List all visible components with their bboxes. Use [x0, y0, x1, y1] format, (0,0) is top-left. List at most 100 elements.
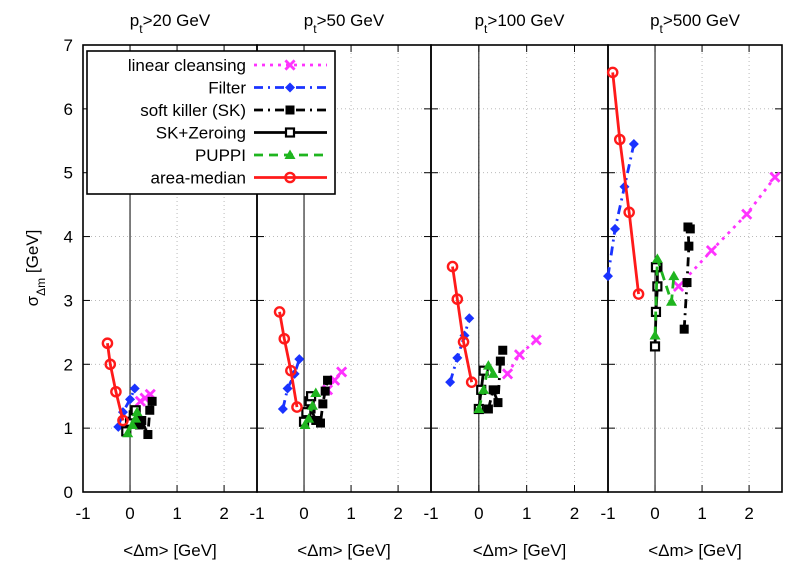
series-linear-cleansing: [672, 171, 781, 292]
data-point: [482, 360, 494, 370]
x-axis-label: <Δm> [GeV]: [297, 541, 391, 560]
x-axis-label: <Δm> [GeV]: [648, 541, 742, 560]
x-tick-label: -1: [75, 504, 90, 523]
data-point: [143, 430, 153, 440]
series-line: [611, 72, 640, 295]
series-soft-killer-sk: [679, 222, 695, 334]
x-tick-label: 2: [744, 504, 753, 523]
series-linear-cleansing: [501, 334, 542, 380]
data-point: [299, 419, 311, 429]
data-point: [705, 245, 718, 257]
data-point: [137, 415, 147, 425]
x-tick-label: 1: [172, 504, 181, 523]
data-point: [451, 293, 464, 305]
data-point: [465, 376, 478, 388]
data-point: [628, 138, 639, 149]
series-line: [309, 379, 329, 426]
legend-marker: [284, 127, 296, 138]
data-point: [122, 427, 134, 438]
legend-entry: linear cleansing: [128, 56, 327, 75]
series-line: [106, 343, 125, 421]
y-tick-label: 1: [64, 419, 73, 438]
x-tick-label: -1: [600, 504, 615, 523]
series-line: [677, 176, 777, 288]
data-point: [303, 413, 315, 423]
legend-marker: [284, 171, 296, 184]
x-tick-label: 1: [346, 504, 355, 523]
data-point: [446, 260, 459, 273]
data-point: [473, 403, 485, 413]
x-tick-label: -1: [249, 504, 264, 523]
data-point: [483, 404, 493, 414]
x-tick-label: 2: [219, 504, 228, 523]
data-point: [457, 336, 470, 348]
chart-panel-3: -1 0 1 2 pt>100 GeV <Δm> [GeV]: [423, 11, 609, 560]
panel-title: pt>50 GeV: [304, 11, 385, 36]
x-tick-label: 2: [393, 504, 402, 523]
data-point: [668, 270, 680, 281]
data-point: [464, 313, 475, 324]
legend-label: SK+Zeroing: [156, 124, 246, 143]
data-point: [129, 383, 140, 394]
data-point: [610, 223, 621, 234]
data-point: [117, 414, 129, 427]
data-point: [623, 206, 635, 219]
legend-entry: soft killer (SK): [140, 101, 327, 120]
x-tick-label: 0: [474, 504, 483, 523]
series-line: [281, 358, 301, 410]
series-puppi: [299, 387, 322, 429]
chart-panel-2: -1 0 1 2 pt>50 GeV <Δm> [GeV]: [249, 11, 432, 560]
series-puppi: [473, 360, 499, 413]
series-soft-killer-sk: [483, 345, 508, 414]
legend-marker: [285, 105, 295, 115]
series-area-median: [606, 66, 645, 300]
x-tick-label: 0: [125, 504, 134, 523]
data-point: [649, 330, 661, 340]
data-point: [147, 396, 157, 406]
series-area-median: [101, 337, 129, 427]
data-point: [632, 288, 645, 300]
data-point: [294, 354, 305, 365]
series-puppi: [649, 253, 680, 340]
data-point: [278, 332, 291, 345]
data-point: [613, 133, 626, 146]
data-point: [310, 387, 322, 398]
y-tick-label: 4: [64, 228, 73, 247]
y-tick-label: 2: [64, 355, 73, 374]
series-area-median: [273, 306, 303, 413]
panel-title: pt>500 GeV: [650, 11, 741, 36]
legend-entry: SK+Zeroing: [156, 124, 327, 143]
data-point: [452, 352, 463, 363]
data-point: [651, 253, 663, 263]
data-point: [530, 334, 542, 346]
data-point: [273, 306, 286, 318]
data-point: [277, 403, 288, 414]
data-point: [336, 366, 348, 378]
data-point: [110, 385, 122, 398]
y-tick-label: 5: [64, 164, 73, 183]
x-tick-label: 0: [299, 504, 308, 523]
data-point: [603, 271, 613, 282]
series-line: [116, 387, 137, 428]
x-tick-label: -1: [423, 504, 438, 523]
data-point: [285, 364, 297, 377]
data-point: [131, 406, 143, 417]
data-point: [101, 337, 114, 350]
data-point: [493, 398, 503, 408]
data-point: [104, 358, 117, 371]
legend-entry: area-median: [151, 169, 327, 188]
data-point: [478, 365, 489, 376]
legend-marker: [284, 149, 296, 159]
series-line: [451, 266, 474, 383]
legend-label: linear cleansing: [128, 56, 246, 75]
x-tick-label: 1: [697, 504, 706, 523]
data-point: [318, 399, 328, 409]
y-tick-label: 0: [64, 483, 73, 502]
series-line: [278, 311, 299, 408]
x-tick-label: 1: [522, 504, 531, 523]
y-tick-label: 7: [64, 36, 73, 55]
legend-entry: PUPPI: [195, 146, 327, 165]
data-point: [649, 341, 661, 352]
